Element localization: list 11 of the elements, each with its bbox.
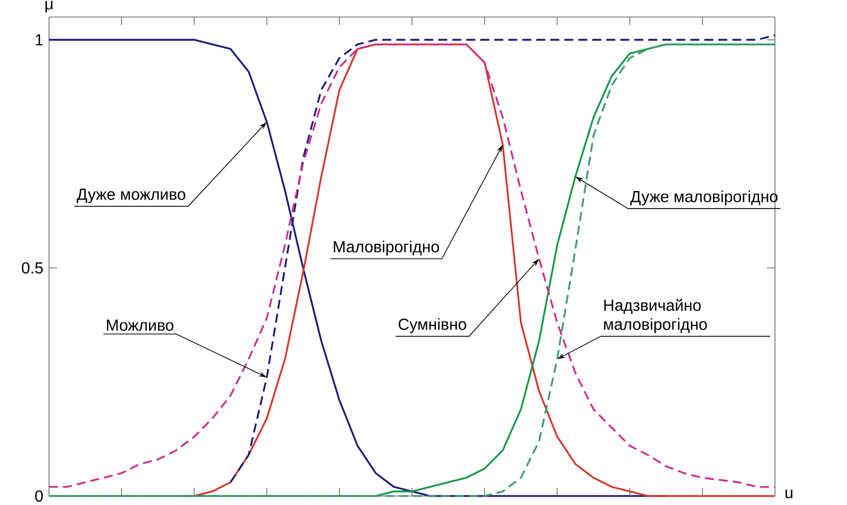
annotation: Надзвичайно маловірогідно: [604, 298, 707, 334]
y-tick-label: 1: [36, 34, 43, 46]
annotation: Дуже маловірогідно: [630, 190, 778, 206]
x-axis-title: u: [786, 490, 792, 498]
annotation: Можливо: [106, 320, 174, 331]
annotation: Сумнівно: [398, 318, 466, 334]
y-tick-label: 0.5: [22, 262, 43, 274]
annotation: Маловірогідно: [334, 240, 439, 256]
y-axis-title: μ: [45, 0, 52, 12]
annotation: Дуже можливо: [76, 188, 186, 204]
y-tick-label: 0: [35, 490, 43, 502]
